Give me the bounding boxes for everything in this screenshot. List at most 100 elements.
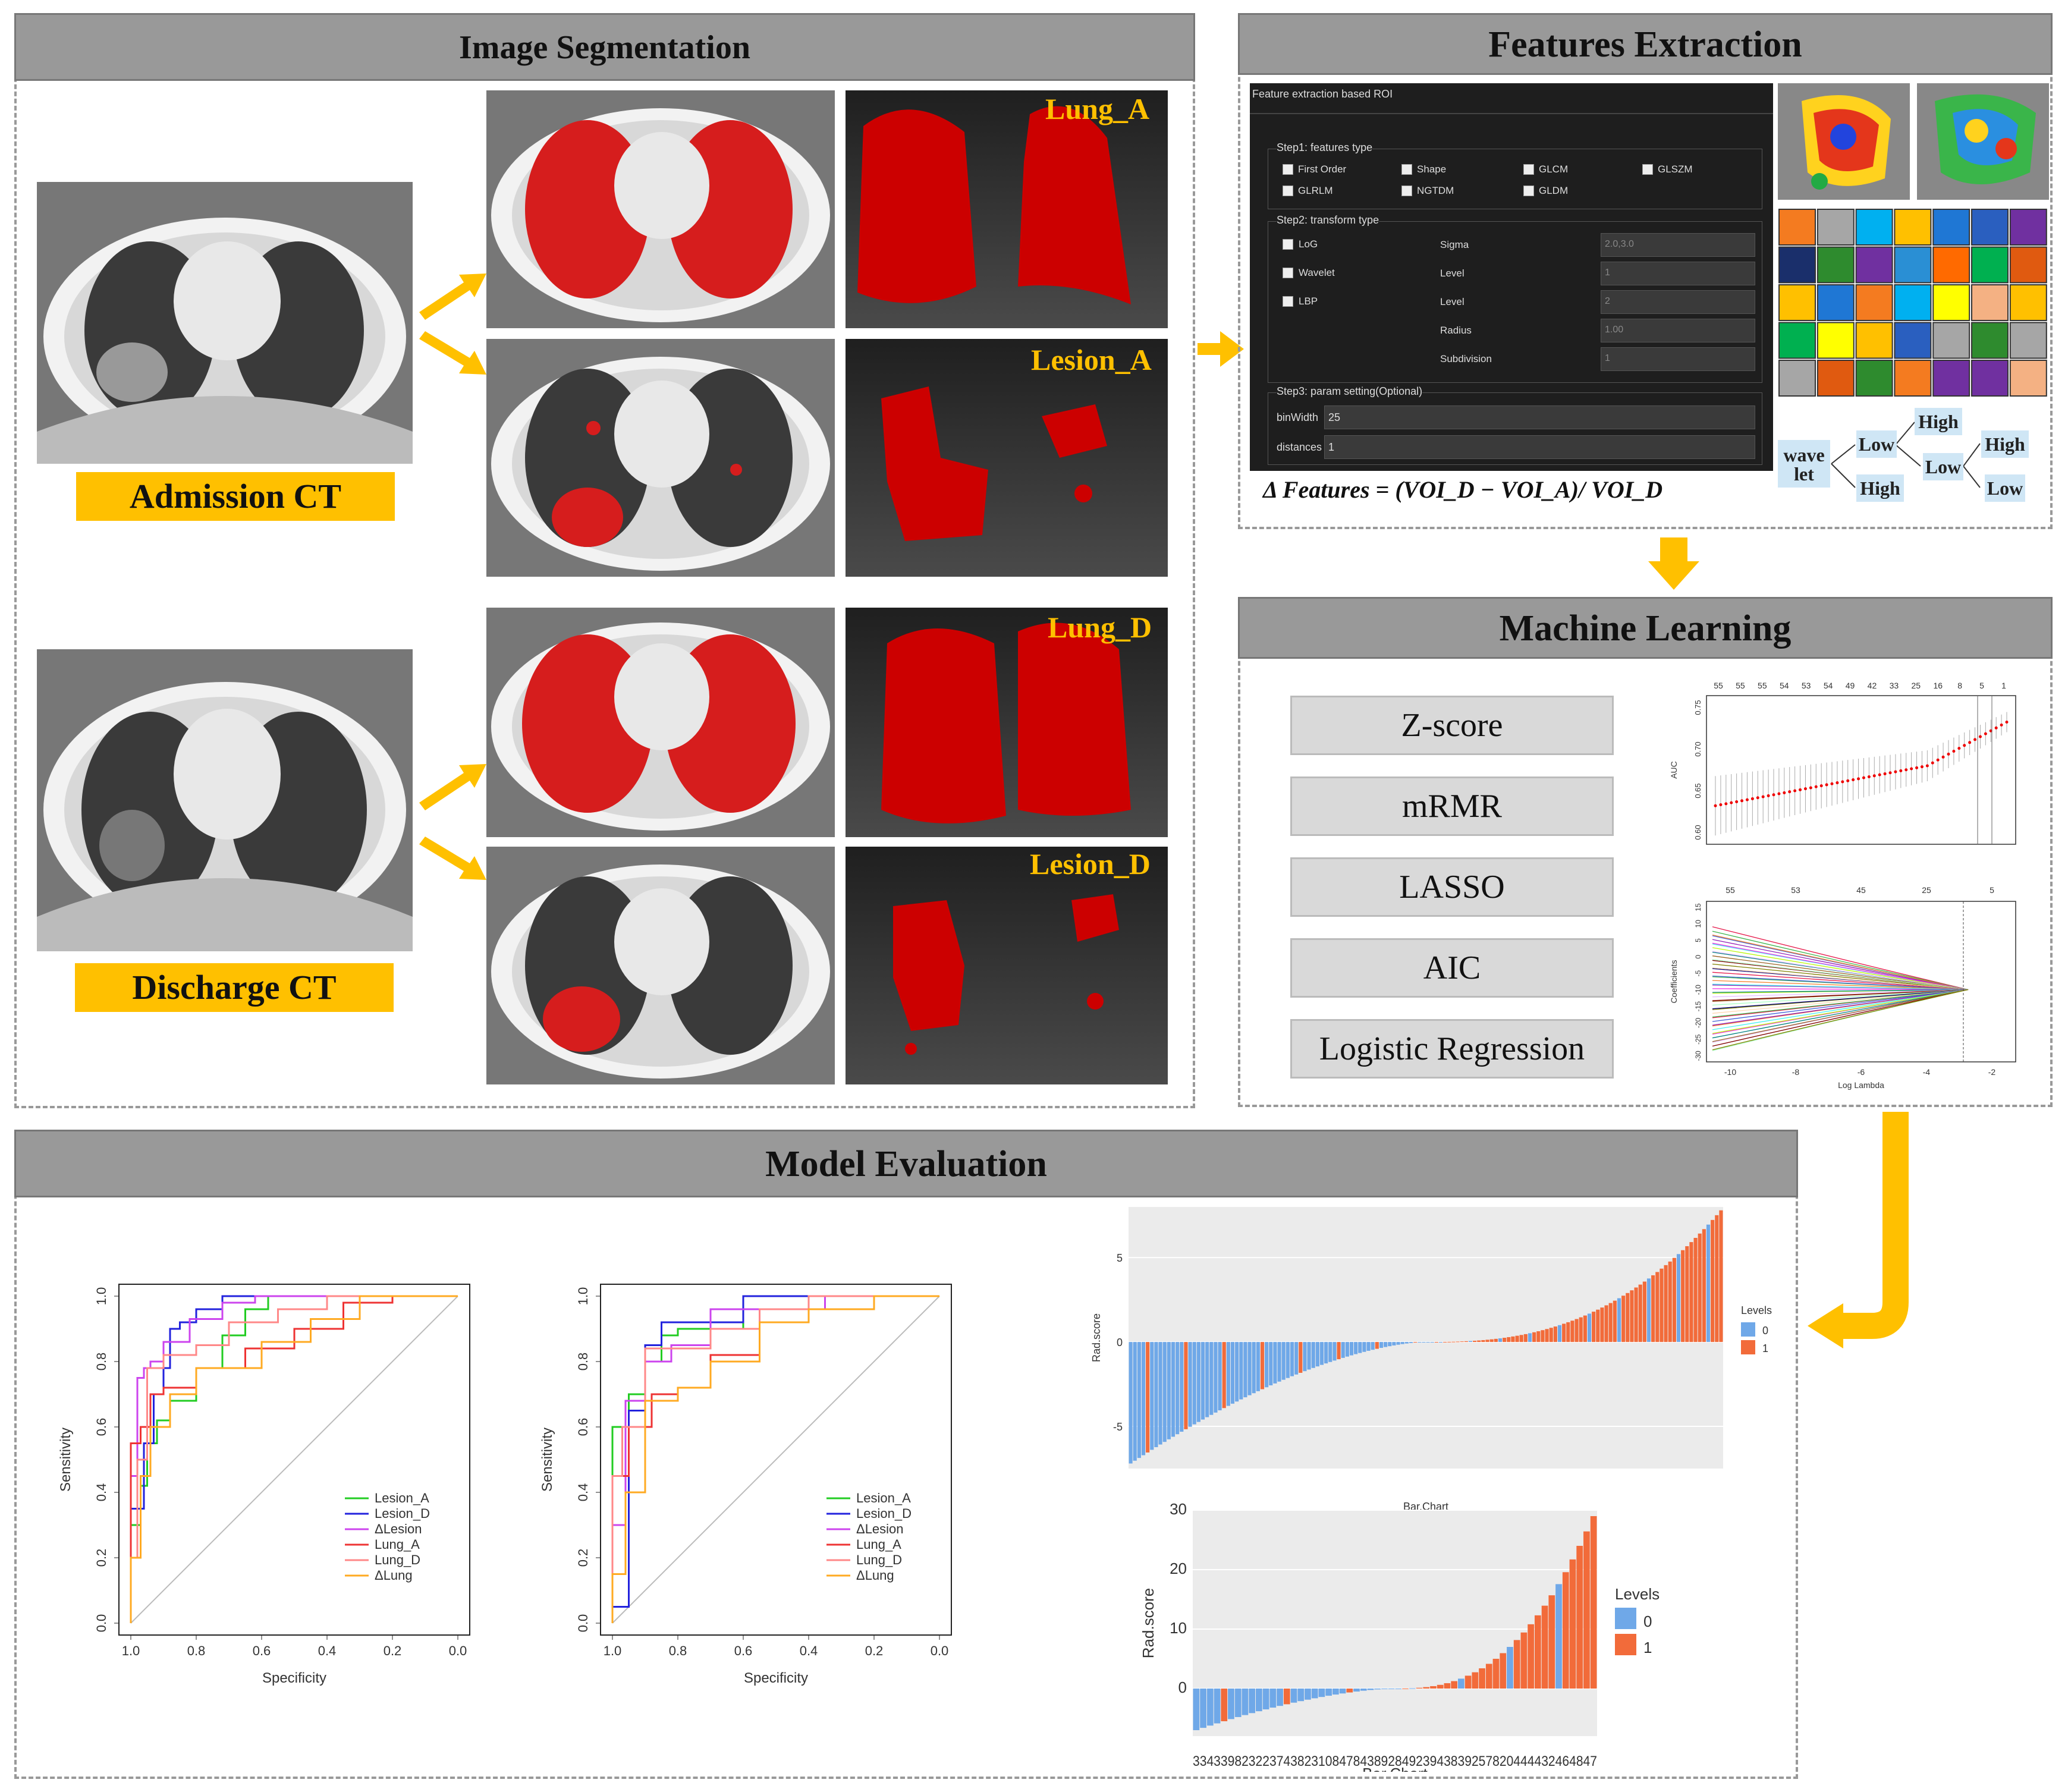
radscore-bar [1451,1681,1458,1689]
radscore-bar [1184,1342,1188,1429]
radscore-bar [1214,1689,1221,1724]
radscore-bar [1621,1296,1626,1343]
lung-d-label: Lung_D [1048,611,1152,644]
radscore-bar [1438,1342,1443,1343]
param-field[interactable]: 1 [1601,347,1755,371]
segmentation-arrows [419,273,486,880]
radscore-bar [1418,1342,1422,1343]
param-field[interactable]: 1 [1601,262,1755,285]
auc-point [1793,789,1797,793]
feature-checkbox[interactable] [1283,164,1293,175]
auc-y-tick: 0.70 [1693,741,1702,756]
bar-y-tick: 10 [1170,1619,1187,1637]
param-field[interactable]: 2 [1601,290,1755,314]
transform-checkbox[interactable] [1283,296,1293,307]
radscore-bar [1366,1342,1371,1351]
auc-point [1756,796,1759,800]
binwidth-field[interactable]: 25 [1324,405,1755,429]
coef-path [1712,989,1969,1051]
auc-point [1830,782,1834,785]
radscore-bar [1532,1332,1536,1343]
radscore-bar [1171,1342,1176,1437]
radscore-bar [1404,1342,1409,1344]
radscore-bar [1555,1584,1562,1689]
discharge-ct-label: Discharge CT [75,963,394,1012]
roc-training-chart: 1.0 0.8 0.6 0.4 0.2 0.0 0.0 0.2 0.4 0.6 0.8 1.0 Spec… [58,1284,470,1686]
coef-path [1712,989,1969,1006]
coef-path [1712,989,1969,1030]
radscore-bar [1297,1689,1305,1702]
transform-checkbox[interactable] [1283,239,1293,250]
auc-top-tick: 8 [1957,681,1962,690]
bar-legend-title: Levels [1615,1585,1660,1603]
param-field[interactable]: 2.0,3.0 [1601,233,1755,257]
coef-path [1712,983,1969,991]
radscore-bar [1715,1215,1719,1343]
auc-point [1899,769,1903,772]
radscore-bar [1519,1335,1523,1343]
radscore-bar [1473,1341,1477,1343]
feature-checkbox-label: GLRLM [1298,185,1333,196]
radscore-bar [1193,1689,1200,1730]
roc-curve-5 [611,1295,939,1623]
coef-y-tick: 10 [1694,920,1702,928]
radscore-bar [1315,1342,1319,1367]
glcm-color-grid [1778,208,2049,398]
transform-checkbox-label: LBP [1299,295,1318,307]
auc-point [1825,783,1828,787]
radscore-bar [1269,1689,1277,1708]
bar-legend-swatch [1741,1340,1755,1354]
feature-checkbox[interactable] [1401,164,1412,175]
roc-curve-2 [611,1295,939,1623]
coef-top-tick: 53 [1791,885,1800,895]
wavelet-ll-low-text: Low [1987,477,2023,499]
radscore-bar [1498,1338,1503,1343]
radscore-bar [1444,1683,1451,1689]
roc-y-tick: 0.4 [576,1483,590,1502]
feature-checkbox[interactable] [1642,164,1653,175]
coef-path [1712,989,1969,1018]
color-grid-cell [1816,322,1855,359]
radscore-bar [1536,1331,1541,1343]
wavelet-high-text: High [1860,477,1900,499]
software-window: Feature extraction based ROI Step1: feat… [1250,83,1773,471]
color-grid-cell [1855,284,1893,321]
auc-top-tick: 25 [1912,681,1921,690]
bar-legend-title: Levels [1741,1304,1772,1316]
auc-point [1941,755,1945,759]
param-field[interactable]: 1.00 [1601,319,1755,342]
wavelet-root-text: wave [1783,444,1824,466]
roc-x-tick: 0.2 [865,1643,884,1658]
color-grid-cell [1894,284,1932,321]
radscore-bar [1472,1672,1479,1689]
feature-checkbox[interactable] [1523,186,1534,196]
feature-checkbox[interactable] [1523,164,1534,175]
bar-legend-label: 0 [1762,1325,1768,1337]
radscore-bar [1520,1632,1528,1689]
coef-path [1712,989,1969,998]
radscore-bar [1638,1284,1642,1343]
auc-point [1740,799,1744,803]
radscore-bar [1416,1687,1423,1689]
roc-legend-label: Lung_A [856,1537,901,1552]
radscore-bar [1303,1342,1307,1372]
arrow-icon [419,837,486,880]
radscore-bar [1576,1545,1583,1689]
radscore-bar [1443,1341,1447,1343]
roc-y-tick: 0.0 [94,1614,109,1633]
feature-checkbox[interactable] [1283,186,1293,196]
radscore-bar [1489,1339,1494,1343]
radscore-bar [1706,1224,1711,1343]
roc-legend-label: Lung_D [856,1552,902,1567]
auc-top-tick: 33 [1890,681,1899,690]
radscore-bar [1479,1668,1485,1689]
transform-checkbox[interactable] [1283,268,1293,278]
auc-point [1767,794,1770,797]
auc-point [1761,795,1765,798]
radscore-bar [1358,1342,1362,1353]
radscore-bar [1239,1342,1243,1400]
bar-y-tick: 0 [1178,1678,1187,1696]
feature-checkbox[interactable] [1401,186,1412,196]
distances-field[interactable]: 1 [1324,435,1755,459]
color-grid-cell [1971,246,2009,284]
